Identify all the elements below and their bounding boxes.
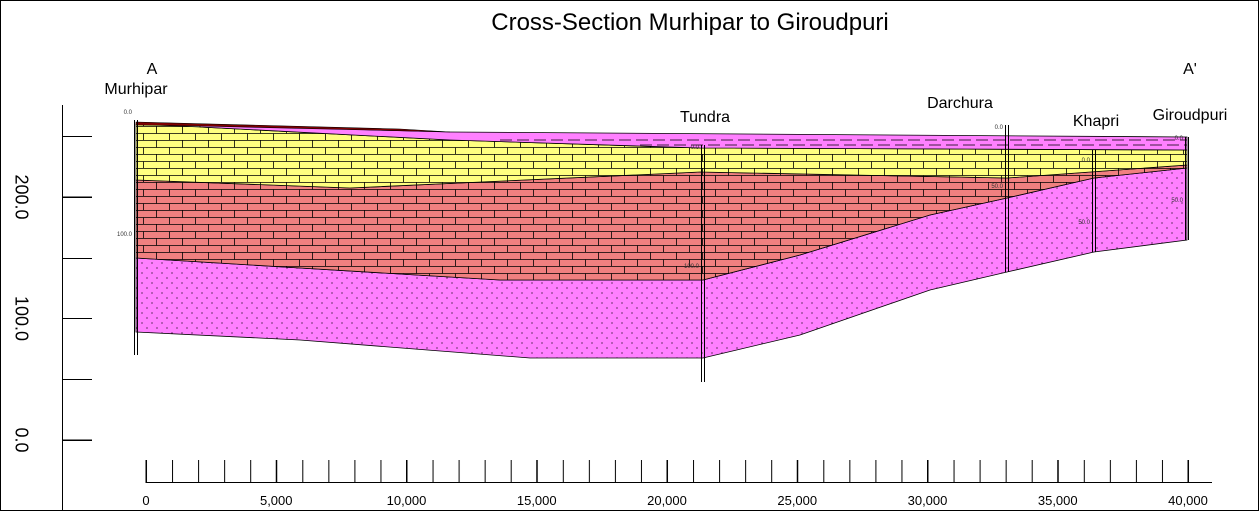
depth-label: 100.0 bbox=[684, 264, 700, 270]
y-tick-label: 0.0 bbox=[11, 427, 31, 452]
title: Cross-Section Murhipar to Giroudpuri bbox=[491, 9, 889, 36]
borehole-label: Murhipar bbox=[104, 81, 168, 98]
x-tick-label: 0 bbox=[142, 493, 149, 508]
x-tick-label: 25,000 bbox=[777, 493, 817, 508]
borehole-label: Tundra bbox=[680, 109, 730, 126]
borehole-label: Giroudpuri bbox=[1153, 107, 1228, 124]
x-tick-label: 10,000 bbox=[387, 493, 427, 508]
y-tick-label: 100.0 bbox=[11, 296, 31, 341]
x-tick-label: 35,000 bbox=[1038, 493, 1078, 508]
x-tick-label: 5,000 bbox=[260, 493, 293, 508]
x-tick-label: 40,000 bbox=[1168, 493, 1208, 508]
x-tick-label: 30,000 bbox=[908, 493, 948, 508]
depth-label: 50.0 bbox=[1171, 198, 1183, 204]
x-tick-label: 20,000 bbox=[647, 493, 687, 508]
depth-label: 50.0 bbox=[1078, 220, 1090, 226]
page: { "title": "Cross-Section Murhipar to Gi… bbox=[0, 0, 1259, 511]
depth-label: 100.0 bbox=[117, 232, 133, 238]
borehole-label: Khapri bbox=[1073, 113, 1119, 130]
depth-label: 0.0 bbox=[995, 125, 1004, 131]
x-minor-ticks bbox=[146, 460, 1212, 483]
x-tick-label: 15,000 bbox=[517, 493, 557, 508]
depth-label: 0.0 bbox=[691, 145, 700, 151]
depth-label: 0.0 bbox=[1175, 136, 1184, 142]
y-tick-label: 200.0 bbox=[11, 174, 31, 219]
depth-label: 50.0 bbox=[991, 184, 1003, 190]
cross-section: Cross-Section Murhipar to Giroudpuri A A… bbox=[0, 0, 1259, 511]
depth-label: 0.0 bbox=[1082, 158, 1091, 164]
borehole-label: Darchura bbox=[927, 95, 993, 112]
depth-label: 0.0 bbox=[124, 110, 133, 116]
section-start: A bbox=[147, 61, 158, 78]
section-end: A' bbox=[1183, 61, 1197, 78]
